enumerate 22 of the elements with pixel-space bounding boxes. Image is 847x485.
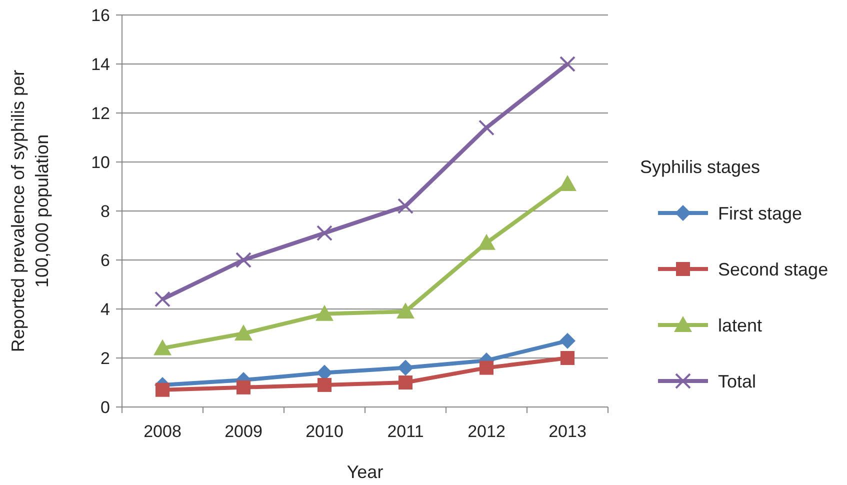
x-tick-label: 2012: [468, 422, 506, 441]
legend-title: Syphilis stages: [640, 157, 760, 177]
x-tick-label: 2013: [548, 422, 586, 441]
y-tick-label: 16: [91, 6, 110, 25]
legend-label: Second stage: [718, 259, 828, 280]
x-tick-label: 2009: [224, 422, 262, 441]
x-tick-label: 2010: [306, 422, 344, 441]
x-axis-title: Year: [346, 462, 384, 482]
y-tick-label: 4: [100, 300, 110, 319]
y-tick-label: 2: [100, 348, 110, 368]
x-tick-label: 2008: [144, 422, 182, 441]
y-tick-label: 12: [91, 104, 110, 123]
x-tick-label: 2011: [387, 422, 424, 441]
legend-label: latent: [718, 315, 762, 336]
y-tick-label: 6: [100, 250, 110, 270]
y-tick-label: 14: [91, 54, 110, 74]
y-tick-label: 8: [100, 202, 110, 221]
y-axis-title: Reported prevalence of syphilis per 100,000 population: [8, 70, 52, 352]
y-tick-label: 10: [91, 152, 110, 172]
legend-label: First stage: [718, 203, 802, 224]
y-tick-label: 0: [100, 398, 110, 417]
legend-label: Total: [718, 371, 756, 392]
